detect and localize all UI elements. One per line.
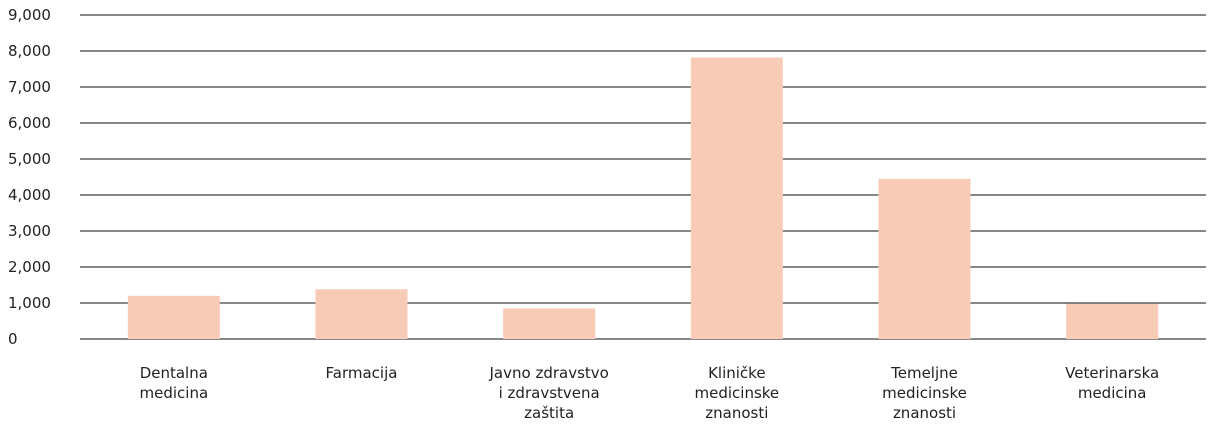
bar — [127, 295, 220, 339]
y-tick-label: 6,000 — [8, 114, 51, 132]
y-tick-label: 0 — [8, 330, 18, 348]
x-category-label-line: medicina — [1078, 384, 1147, 402]
x-category-label: Dentalna medicina — [140, 364, 209, 402]
x-category-label-line: Veterinarska — [1065, 364, 1159, 382]
x-category-label: Kliničke medicinske znanosti — [695, 364, 780, 422]
y-tick-label: 9,000 — [8, 6, 51, 24]
x-category-label-line: medicina — [140, 384, 209, 402]
x-category-label: Javno zdravstvo i zdravstvena zaštita — [489, 364, 609, 422]
y-tick-label: 1,000 — [8, 294, 51, 312]
y-tick-label: 2,000 — [8, 258, 51, 276]
y-tick-label: 5,000 — [8, 150, 51, 168]
bar — [315, 289, 408, 339]
y-tick-label: 7,000 — [8, 78, 51, 96]
y-tick-label: 3,000 — [8, 222, 51, 240]
y-axis-tick-labels: 0 1,000 2,000 3,000 4,000 5,000 6,000 7,000 8,00… — [8, 6, 51, 348]
bar — [1066, 303, 1159, 339]
x-category-label-line: i zdravstvena — [499, 384, 600, 402]
x-category-label: Temeljne medicinske znanosti — [882, 364, 967, 422]
x-category-label-line: medicinske — [882, 384, 967, 402]
x-axis-category-labels: Dentalna medicina Farmacija Javno zdravstvo… — [140, 364, 1160, 422]
x-category-label-line: zaštita — [524, 404, 574, 422]
x-category-label-line: Farmacija — [326, 364, 398, 382]
gridlines — [80, 14, 1206, 340]
bar — [690, 57, 783, 339]
x-category-label-line: znanosti — [893, 404, 956, 422]
bar — [503, 308, 596, 339]
x-category-label: Farmacija — [326, 364, 398, 382]
x-category-label-line: Dentalna — [140, 364, 208, 382]
bars — [127, 57, 1159, 339]
x-category-label-line: Temeljne — [890, 364, 958, 382]
x-category-label-line: Javno zdravstvo — [489, 364, 609, 382]
x-category-label: Veterinarska medicina — [1065, 364, 1159, 402]
x-category-label-line: znanosti — [705, 404, 768, 422]
y-tick-label: 4,000 — [8, 186, 51, 204]
bar — [878, 178, 971, 339]
x-category-label-line: medicinske — [695, 384, 780, 402]
x-category-label-line: Kliničke — [708, 364, 765, 382]
y-tick-label: 8,000 — [8, 42, 51, 60]
